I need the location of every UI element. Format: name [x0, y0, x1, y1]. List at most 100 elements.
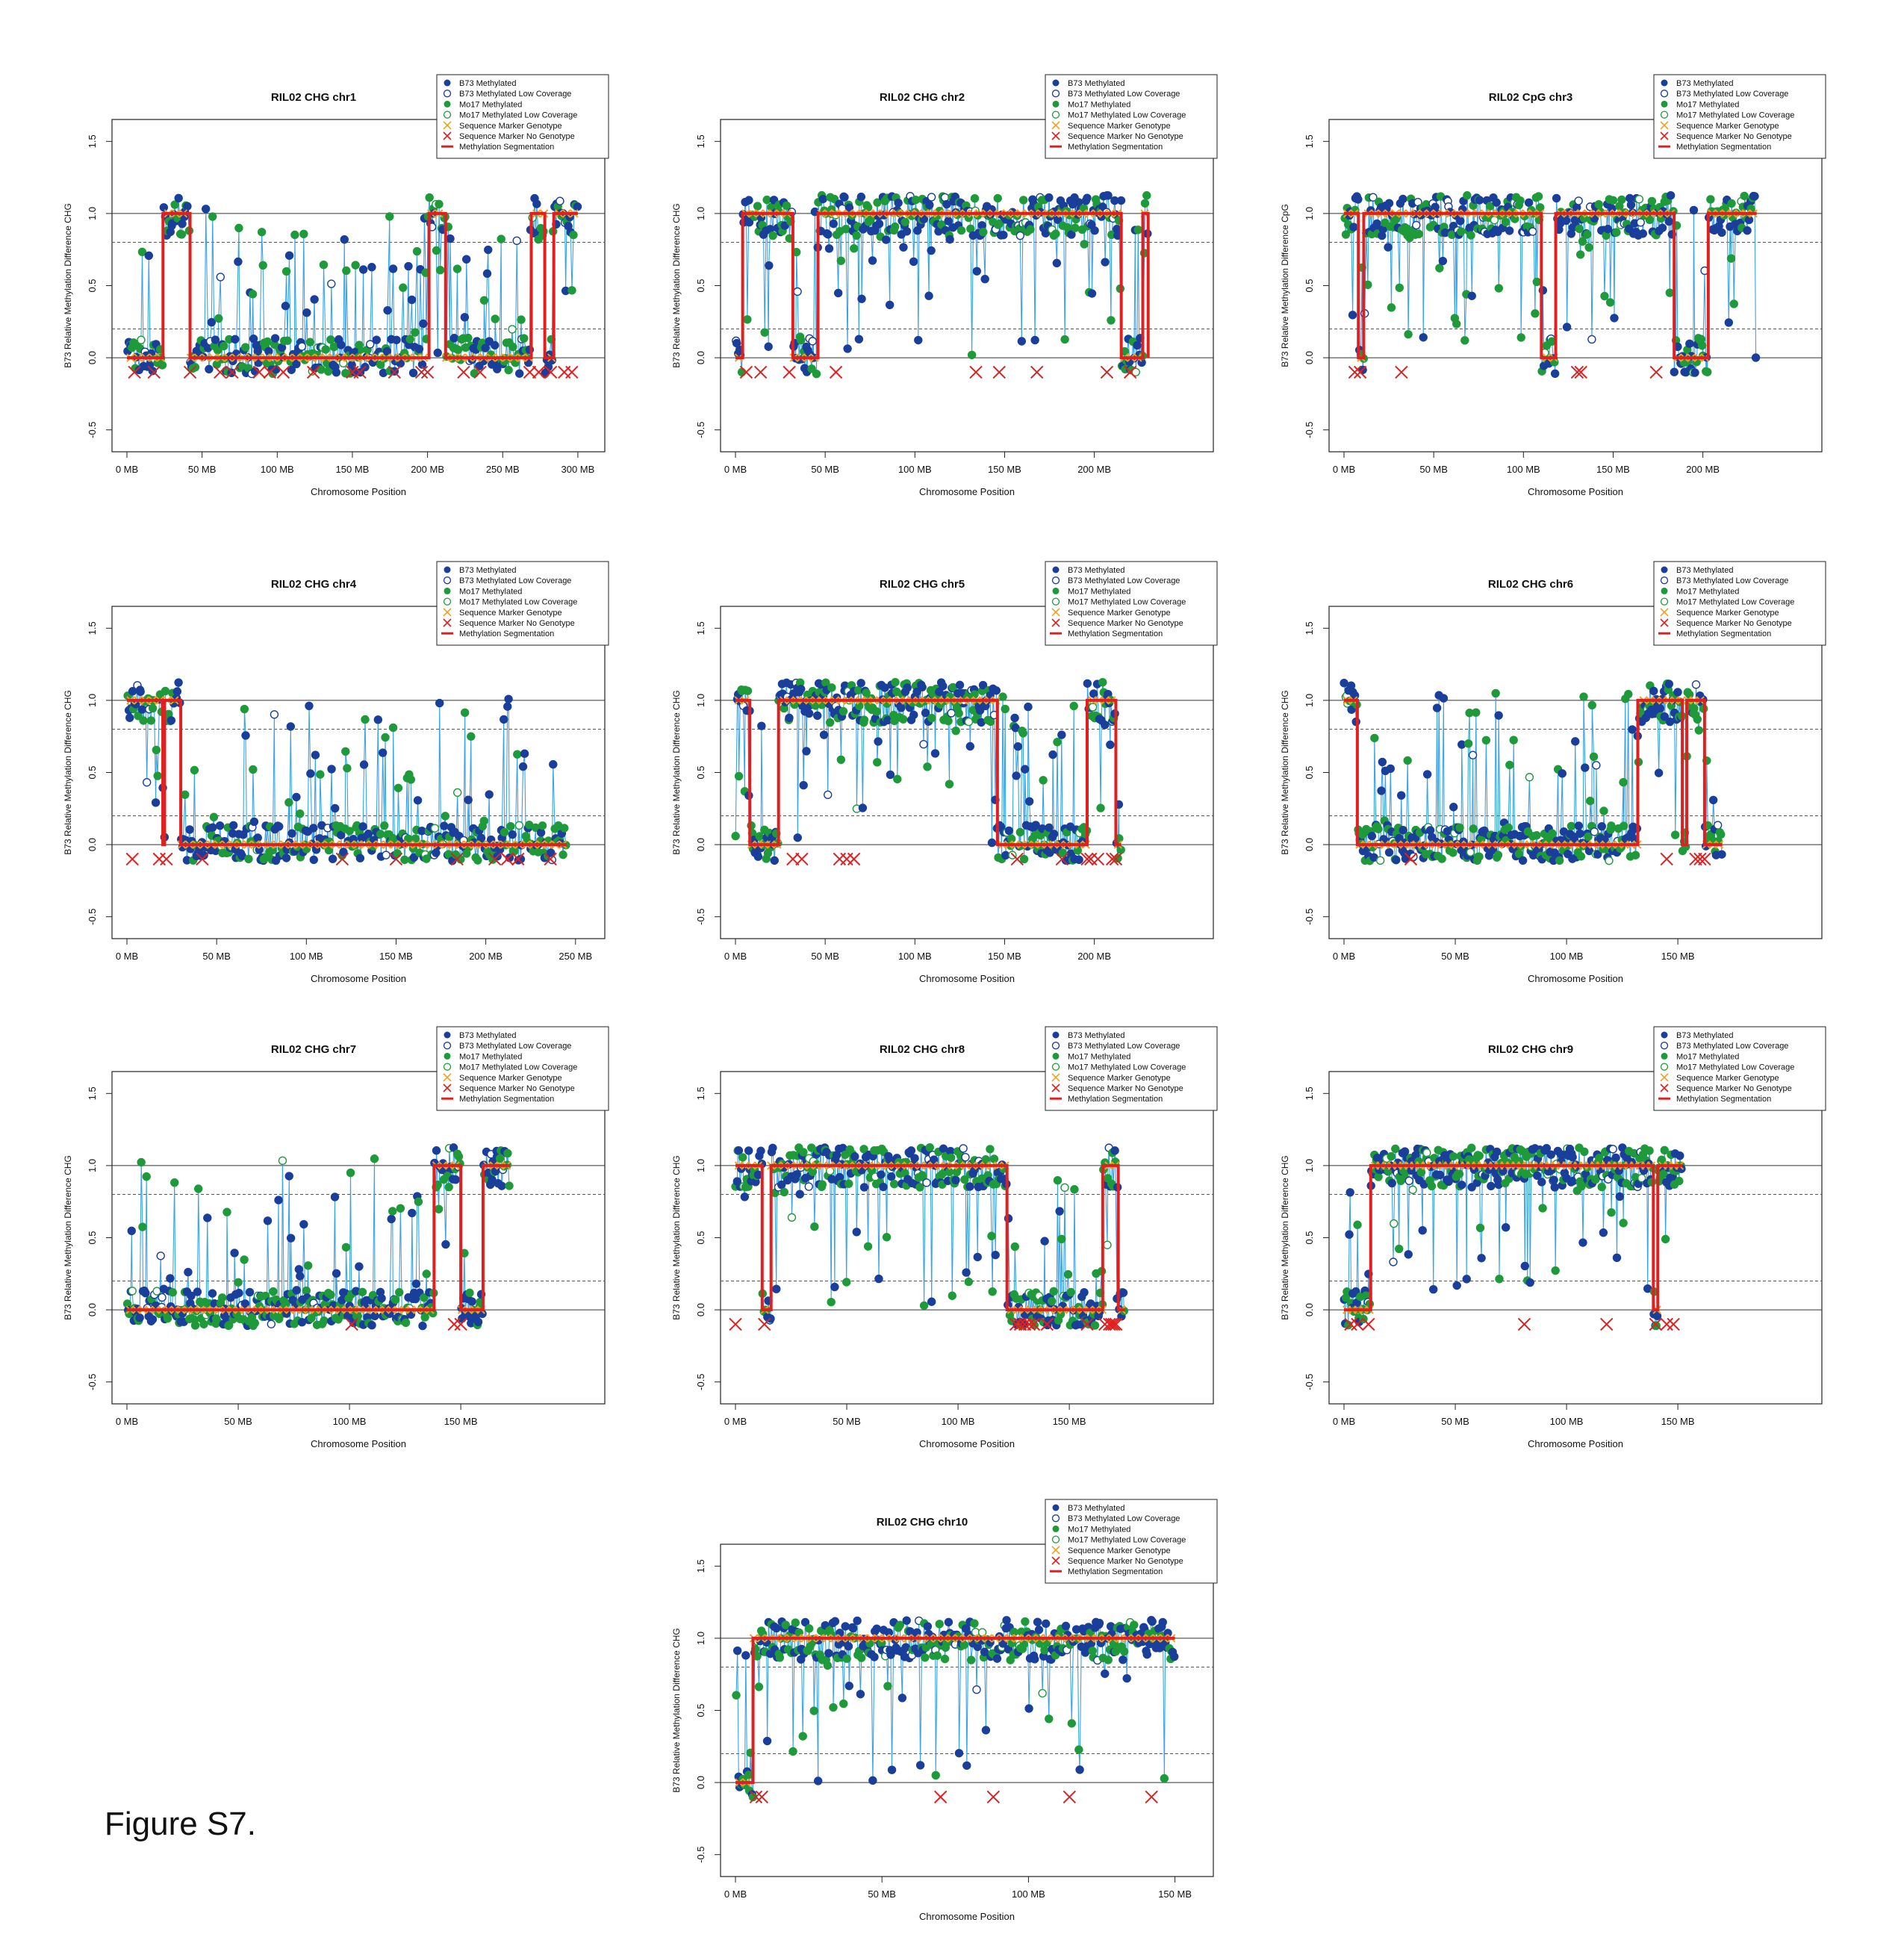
mo17-methylated-point [753, 202, 762, 211]
b73-methylated-point [549, 759, 558, 769]
b73-methylated-point [504, 694, 513, 703]
b73-methylated-point [1499, 1166, 1508, 1175]
b73-methylated-point [230, 1249, 239, 1257]
mo17-methylated-point [1548, 829, 1557, 838]
b73-methylated-point [1449, 803, 1458, 812]
mo17-methylated-point [1538, 1204, 1547, 1213]
legend-label: B73 Methylated [1068, 79, 1124, 88]
legend-label: Mo17 Methylated [459, 100, 522, 109]
y-tick-label: -0.5 [87, 1373, 98, 1390]
b73-methylated-point [859, 1183, 869, 1192]
mo17-methylated-point [1661, 1234, 1670, 1244]
mo17-methylated-point [852, 231, 861, 240]
mo17-methylated-point [946, 1153, 956, 1163]
b73-low-coverage-point [158, 1293, 167, 1302]
mo17-methylated-point [240, 1255, 249, 1264]
b73-methylated-point [912, 687, 921, 697]
mo17-methylated-point [503, 1148, 512, 1158]
b73-methylated-point [882, 235, 891, 244]
b73-methylated-point [193, 1287, 202, 1296]
mo17-methylated-point [181, 790, 190, 799]
mo17-methylated-point [1583, 230, 1592, 239]
b73-methylated-point [886, 770, 895, 780]
legend-mo17-low-icon [443, 111, 452, 119]
mo17-methylated-point [1516, 196, 1525, 205]
mo17-methylated-point [818, 1180, 827, 1189]
x-tick-label: 150 MB [379, 951, 413, 962]
b73-low-coverage-point [972, 1685, 981, 1694]
mo17-methylated-point [341, 747, 350, 756]
b73-methylated-point [954, 1749, 964, 1758]
b73-methylated-point [1013, 742, 1023, 751]
b73-methylated-point [903, 683, 912, 692]
mo17-low-coverage-point [1103, 1240, 1112, 1249]
b73-methylated-point [1550, 369, 1560, 379]
legend-b73-icon [1052, 79, 1060, 87]
b73-methylated-point [802, 747, 811, 756]
mo17-methylated-point [1509, 736, 1518, 744]
mo17-methylated-point [782, 201, 791, 211]
mo17-methylated-point [1495, 1275, 1504, 1284]
b73-methylated-point [1002, 1616, 1011, 1625]
legend-box [1653, 74, 1826, 159]
marker-no-genotype [1667, 1317, 1680, 1331]
b73-methylated-point [373, 715, 383, 724]
mo17-methylated-point [827, 683, 836, 692]
mo17-methylated-point [760, 328, 769, 337]
b73-low-coverage-point [793, 287, 802, 296]
b73-methylated-point [1751, 353, 1761, 362]
legend-label: Mo17 Methylated Low Coverage [1068, 1536, 1186, 1545]
mo17-methylated-point [1475, 1223, 1485, 1233]
legend-mo17-icon [444, 100, 451, 108]
legend-mo17-icon [1661, 1052, 1668, 1060]
b73-methylated-point [975, 706, 985, 715]
b73-methylated-point [1030, 1655, 1039, 1664]
marker-no-genotype [1660, 852, 1673, 866]
mo17-methylated-point [1063, 1269, 1073, 1279]
b73-low-coverage-point [1587, 335, 1596, 344]
b73-methylated-point [1626, 200, 1636, 210]
mo17-methylated-point [1104, 1655, 1113, 1664]
b73-methylated-point [135, 1313, 144, 1322]
mo17-methylated-point [1073, 846, 1083, 855]
legend-b73-low-icon [443, 90, 452, 98]
legend-label: Sequence Marker Genotype [1676, 1074, 1779, 1083]
mo17-methylated-point [738, 1153, 747, 1162]
b73-methylated-point [753, 852, 763, 861]
x-tick-label: 100 MB [1550, 1416, 1584, 1427]
b73-methylated-point [824, 230, 833, 239]
b73-methylated-point [1708, 795, 1718, 805]
legend-label: B73 Methylated [459, 566, 516, 575]
b73-methylated-point [1724, 318, 1734, 327]
b73-methylated-point [852, 1228, 861, 1237]
b73-methylated-point [208, 1289, 217, 1298]
b73-methylated-point [408, 1208, 417, 1218]
mo17-methylated-point [1600, 291, 1609, 301]
mo17-methylated-point [1452, 320, 1461, 329]
b73-methylated-point [1419, 333, 1428, 342]
legend-label: Methylation Segmentation [1676, 629, 1771, 638]
b73-methylated-point [460, 313, 470, 322]
b73-methylated-point [1425, 826, 1435, 835]
marker-no-genotype [544, 852, 557, 866]
b73-methylated-point [1568, 1152, 1577, 1162]
b73-methylated-point [927, 1297, 936, 1306]
x-axis-label: Chromosome Position [311, 486, 406, 497]
mo17-methylated-point [807, 364, 816, 373]
b73-methylated-point [292, 359, 301, 369]
mo17-methylated-point [1595, 1154, 1604, 1163]
b73-methylated-point [1101, 258, 1110, 267]
mo17-methylated-point [1387, 303, 1396, 312]
b73-methylated-point [414, 344, 424, 353]
mo17-methylated-point [1475, 1151, 1484, 1160]
x-tick-label: 100 MB [261, 464, 294, 475]
mo17-methylated-point [781, 1620, 790, 1629]
b73-methylated-point [208, 823, 217, 832]
legend-label: Mo17 Methylated Low Coverage [1676, 1063, 1794, 1072]
marker-no-genotype [276, 365, 290, 379]
b73-methylated-point [921, 709, 930, 718]
b73-methylated-point [1655, 704, 1665, 713]
mo17-methylated-point [754, 1682, 764, 1691]
legend-label: B73 Methylated [1068, 1504, 1124, 1513]
marker-no-genotype [152, 852, 166, 866]
